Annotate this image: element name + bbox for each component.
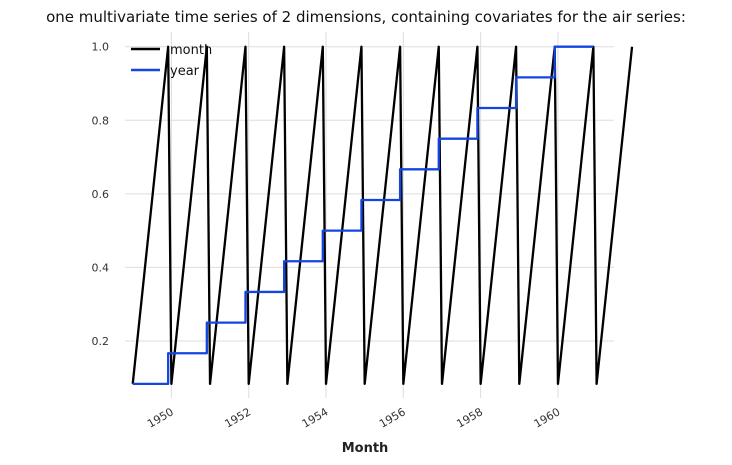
- x-axis-ticks: 1950 1952 1954 1956 1958 1960: [145, 405, 562, 430]
- legend-label-year: year: [170, 64, 200, 79]
- x-tick-label: 1958: [454, 405, 485, 430]
- legend-label-month: month: [170, 43, 212, 58]
- x-tick-label: 1950: [145, 405, 176, 430]
- series-line-year: [132, 45, 594, 386]
- x-tick-label: 1952: [222, 405, 253, 430]
- x-axis-label: Month: [342, 441, 389, 456]
- y-tick-label: 0.4: [92, 261, 110, 274]
- y-tick-label: 0.6: [92, 188, 110, 201]
- y-tick-label: 0.2: [92, 335, 110, 348]
- y-tick-label: 1.0: [92, 41, 110, 54]
- x-tick-label: 1960: [532, 405, 563, 430]
- y-axis-ticks: 0.2 0.4 0.6 0.8 1.0: [92, 41, 110, 348]
- series-line-month: [131, 45, 634, 386]
- y-tick-label: 0.8: [92, 114, 110, 127]
- chart-title: one multivariate time series of 2 dimens…: [46, 8, 686, 26]
- x-tick-label: 1956: [377, 405, 408, 430]
- legend: month year: [131, 43, 212, 79]
- x-tick-label: 1954: [300, 405, 331, 430]
- series-lines: [131, 45, 634, 386]
